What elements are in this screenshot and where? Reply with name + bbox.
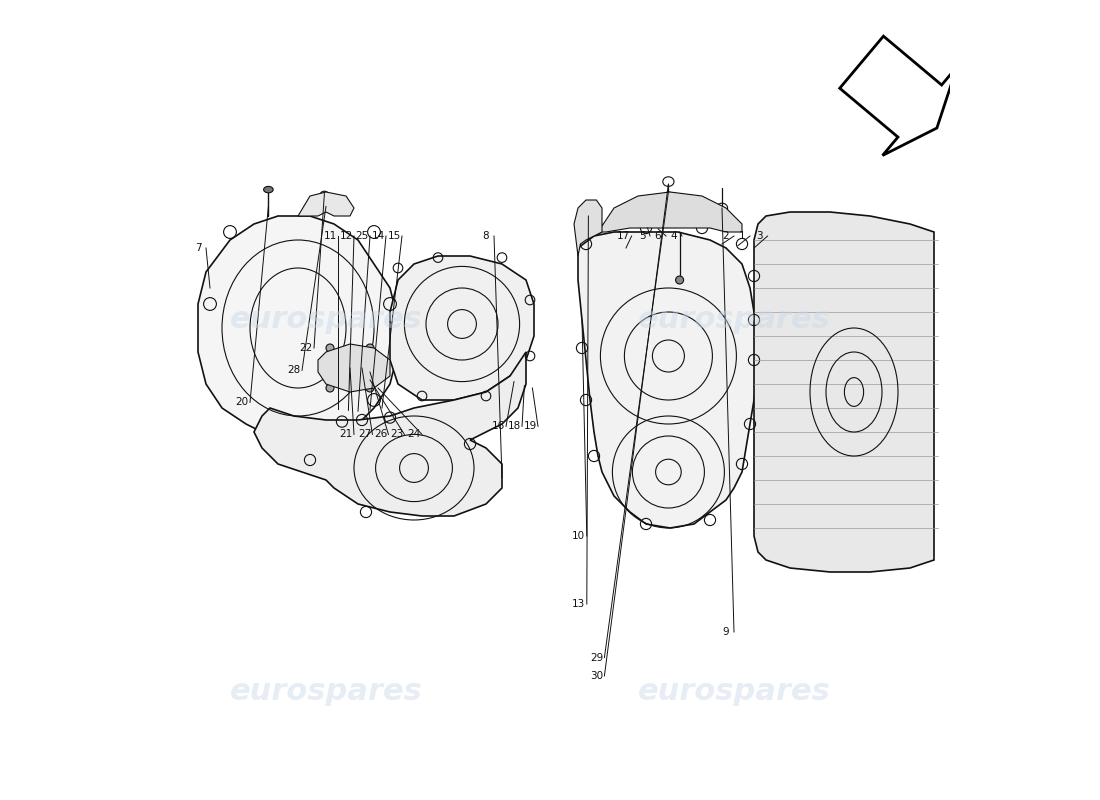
Text: 25: 25 — [355, 231, 368, 241]
Text: 22: 22 — [299, 343, 312, 353]
Text: 18: 18 — [507, 422, 520, 431]
Ellipse shape — [264, 186, 273, 193]
Text: 12: 12 — [340, 231, 353, 241]
Text: 1: 1 — [739, 231, 746, 241]
Text: eurospares: eurospares — [638, 678, 830, 706]
Text: 2: 2 — [723, 231, 729, 241]
Text: 4: 4 — [671, 231, 678, 241]
Text: 20: 20 — [235, 398, 249, 407]
Text: 3: 3 — [757, 231, 763, 241]
Text: eurospares: eurospares — [230, 306, 422, 334]
Polygon shape — [839, 36, 957, 155]
Text: eurospares: eurospares — [230, 678, 422, 706]
Text: 13: 13 — [572, 599, 585, 609]
Text: 11: 11 — [323, 231, 337, 241]
Text: 14: 14 — [372, 231, 385, 241]
Text: 5: 5 — [639, 231, 646, 241]
Polygon shape — [598, 192, 743, 232]
Polygon shape — [574, 200, 602, 256]
Ellipse shape — [366, 384, 374, 392]
Text: 29: 29 — [590, 653, 603, 662]
Ellipse shape — [366, 344, 374, 352]
Polygon shape — [578, 232, 758, 528]
Polygon shape — [390, 256, 534, 400]
Text: 8: 8 — [483, 231, 490, 241]
Text: 9: 9 — [723, 627, 729, 637]
Ellipse shape — [675, 276, 683, 284]
Text: 7: 7 — [195, 243, 201, 253]
Ellipse shape — [326, 344, 334, 352]
Text: 15: 15 — [387, 231, 400, 241]
Text: 23: 23 — [389, 430, 403, 439]
Polygon shape — [198, 216, 398, 440]
Text: 16: 16 — [492, 422, 505, 431]
Ellipse shape — [326, 384, 334, 392]
Polygon shape — [318, 344, 390, 392]
Polygon shape — [754, 212, 934, 572]
Text: 30: 30 — [590, 671, 603, 681]
Polygon shape — [298, 192, 354, 216]
Text: eurospares: eurospares — [638, 306, 830, 334]
Text: 28: 28 — [287, 366, 300, 375]
Text: 26: 26 — [374, 430, 387, 439]
Text: 19: 19 — [524, 422, 537, 431]
Text: 17: 17 — [617, 231, 630, 241]
Ellipse shape — [660, 192, 676, 211]
Text: 27: 27 — [358, 430, 371, 439]
Polygon shape — [254, 352, 526, 516]
Text: 24: 24 — [407, 430, 420, 439]
Text: 6: 6 — [654, 231, 661, 241]
Text: 21: 21 — [340, 430, 353, 439]
Ellipse shape — [320, 191, 329, 201]
Text: 10: 10 — [572, 531, 585, 541]
